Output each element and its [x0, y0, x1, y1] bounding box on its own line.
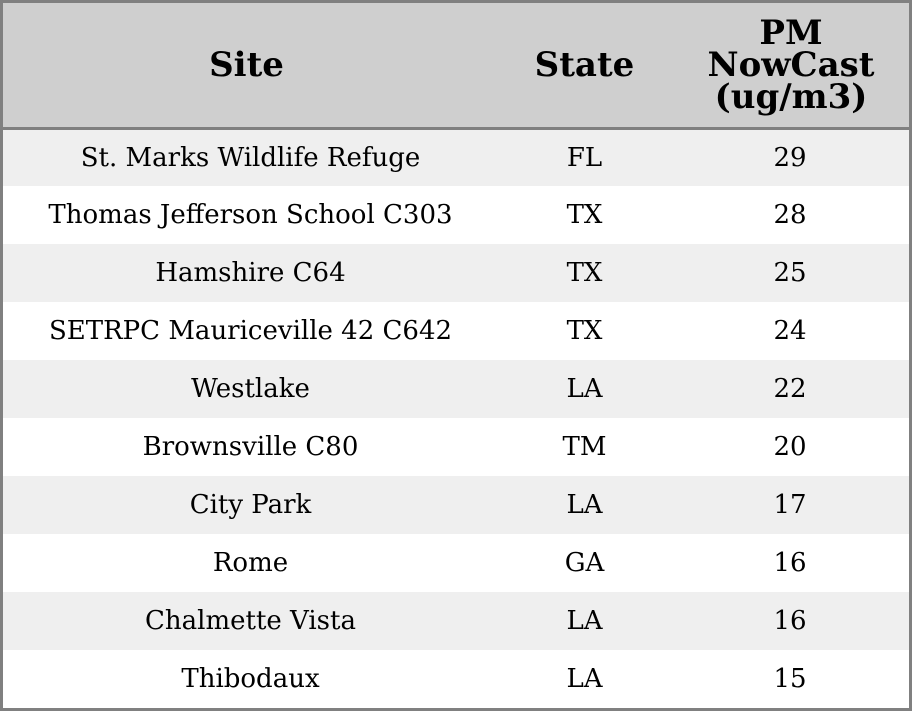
column-header-pm-nowcast-line-2: NowCast [707, 44, 875, 85]
column-header-pm-nowcast: PM NowCast (ug/m3) [671, 3, 909, 130]
state-cell: TM [562, 432, 607, 462]
table-body: St. Marks Wildlife Refuge FL 29 Thomas J… [3, 128, 909, 708]
table-row: St. Marks Wildlife Refuge FL 29 [3, 128, 909, 186]
data-table: Site State PM NowCast (ug/m3) St. Marks … [3, 3, 909, 708]
column-header-state: State [498, 3, 671, 130]
state-cell: TX [566, 316, 603, 346]
pm-value-cell: 22 [773, 374, 807, 404]
table-row: Westlake LA 22 [3, 360, 909, 418]
site-cell: SETRPC Mauriceville 42 C642 [48, 316, 453, 346]
table-row: Thomas Jefferson School C303 TX 28 [3, 186, 909, 244]
pm-value-cell: 15 [773, 664, 807, 694]
column-header-pm-nowcast-line-1: PM [759, 12, 823, 53]
table-header: Site State PM NowCast (ug/m3) [3, 3, 909, 130]
table-row: Rome GA 16 [3, 534, 909, 592]
state-cell: FL [566, 142, 603, 173]
pm-value-cell: 24 [773, 316, 807, 346]
pm-value-cell: 28 [773, 200, 807, 230]
pm-value-cell: 20 [773, 432, 807, 462]
site-cell: Hamshire C64 [155, 258, 346, 288]
site-cell: St. Marks Wildlife Refuge [80, 142, 421, 173]
site-cell: Thomas Jefferson School C303 [48, 200, 453, 230]
column-header-site: Site [3, 3, 498, 130]
pm-value-cell: 29 [773, 142, 807, 173]
state-cell: LA [566, 606, 603, 636]
pm-value-cell: 16 [773, 548, 807, 578]
table-row: Brownsville C80 TM 20 [3, 418, 909, 476]
table-row: City Park LA 17 [3, 476, 909, 534]
state-cell: LA [566, 490, 603, 520]
pm-value-cell: 17 [773, 490, 807, 520]
site-cell: City Park [189, 490, 312, 520]
table-row: Chalmette Vista LA 16 [3, 592, 909, 650]
state-cell: LA [566, 374, 603, 404]
state-cell: TX [566, 200, 603, 230]
site-cell: Chalmette Vista [145, 606, 356, 636]
column-header-pm-nowcast-line-3: (ug/m3) [714, 76, 868, 117]
site-cell: Westlake [191, 374, 310, 404]
state-cell: GA [564, 548, 605, 578]
site-cell: Brownsville C80 [142, 432, 359, 462]
site-cell: Thibodaux [181, 664, 320, 694]
table-row: Hamshire C64 TX 25 [3, 244, 909, 302]
header-row: Site State PM NowCast (ug/m3) [3, 3, 909, 130]
pm-value-cell: 16 [773, 606, 807, 636]
pm-value-cell: 25 [773, 258, 807, 288]
table-row: Thibodaux LA 15 [3, 650, 909, 708]
site-cell: Rome [212, 548, 289, 578]
state-cell: TX [566, 258, 603, 288]
table-row: SETRPC Mauriceville 42 C642 TX 24 [3, 302, 909, 360]
state-cell: LA [566, 664, 603, 694]
